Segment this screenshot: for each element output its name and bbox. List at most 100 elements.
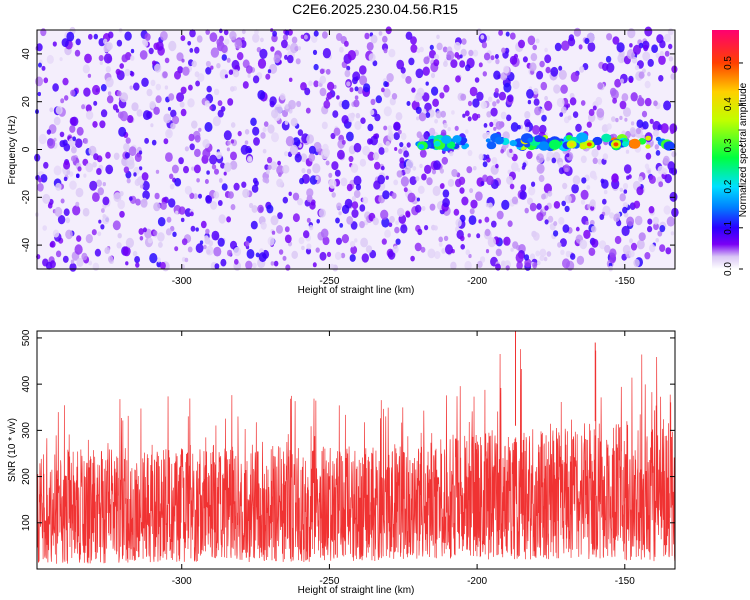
spectrogram-speckle: [433, 160, 441, 171]
spectrogram-speckle: [460, 235, 465, 242]
spectrogram-speckle: [395, 238, 401, 245]
spectrogram-speckle: [102, 196, 110, 206]
spectrogram-speckle: [668, 43, 673, 50]
spectrogram-speckle: [266, 204, 274, 214]
spectrogram-speckle: [136, 109, 143, 117]
spectrogram-speckle: [262, 127, 267, 133]
spectrogram-speckle: [306, 217, 311, 223]
spectrogram-speckle: [92, 161, 97, 168]
spectrogram-speckle: [560, 106, 567, 114]
spectrogram-speckle: [209, 32, 218, 43]
spectrogram-speckle: [168, 40, 177, 52]
spectrogram-speckle: [180, 217, 185, 223]
spectrogram-speckle: [61, 38, 69, 48]
spectrogram-speckle: [544, 54, 552, 64]
spectrogram-speckle: [126, 159, 135, 170]
x-tick-label: -200: [467, 276, 487, 287]
spectrogram-speckle: [436, 42, 443, 51]
spectrogram-speckle: [553, 230, 559, 237]
spectrogram-speckle: [189, 29, 196, 38]
spectrogram-speckle: [644, 252, 651, 260]
colorbar-tick-label: 0.3: [723, 138, 734, 152]
spectrogram-speckle: [491, 157, 498, 165]
spectrogram-speckle: [244, 140, 249, 145]
spectrogram-speckle: [361, 253, 369, 263]
spectrogram-speckle: [196, 35, 203, 43]
spectrogram-speckle: [646, 167, 652, 174]
spectrogram-speckle: [153, 202, 161, 212]
spectrogram-speckle: [45, 197, 50, 203]
spectrogram-speckle: [446, 50, 455, 61]
spectrogram-speckle: [306, 134, 314, 144]
spectrogram-speckle: [411, 87, 416, 93]
spectrogram-speckle: [220, 258, 227, 267]
spectrogram-speckle: [117, 233, 122, 239]
spectrogram-speckle: [386, 73, 394, 83]
spectrogram-speckle: [357, 86, 364, 95]
spectrogram-speckle: [453, 41, 461, 51]
spectrogram-speckle: [517, 124, 521, 130]
spectrogram-speckle: [591, 238, 599, 248]
spectrogram-speckle: [482, 161, 488, 168]
spectrogram-speckle: [606, 123, 612, 130]
spectrogram-speckle: [69, 180, 77, 190]
spectrogram-speckle: [536, 70, 544, 80]
spectrogram-speckle: [331, 192, 336, 198]
spectrogram-speckle: [267, 124, 275, 134]
spectrogram-speckle: [339, 223, 344, 228]
spectrogram-speckle: [543, 256, 548, 262]
spectrogram-speckle: [488, 202, 493, 209]
spectrogram-speckle: [630, 242, 638, 251]
spectrogram-speckle: [100, 84, 107, 92]
spectrogram-speckle: [488, 96, 493, 103]
snr-frame: [36, 330, 676, 570]
x-tick-label: -250: [319, 576, 339, 587]
signal-blob: [628, 138, 641, 149]
spectrogram-speckle: [265, 73, 271, 80]
spectrogram-speckle: [134, 178, 141, 187]
spectrogram-speckle: [461, 38, 467, 45]
spectrogram-speckle: [313, 63, 319, 71]
spectrogram-speckle: [305, 247, 312, 255]
spectrogram-speckle: [267, 156, 273, 164]
spectrogram-speckle: [354, 86, 359, 92]
spectrogram-speckle: [217, 200, 223, 206]
spectrogram-speckle: [131, 102, 139, 112]
spectrogram-speckle: [214, 168, 219, 175]
spectrogram-speckle: [498, 29, 503, 36]
spectrogram-speckle: [55, 250, 62, 258]
spectrogram-speckle: [65, 229, 73, 240]
y-tick-label: 0: [21, 146, 32, 152]
spectrogram-speckle: [226, 57, 231, 63]
spectrogram-speckle: [670, 231, 675, 236]
spectrogram-speckle: [629, 238, 633, 244]
spectrogram-speckle: [65, 217, 71, 224]
spectrogram-speckle: [442, 197, 450, 208]
spectrogram-speckle: [351, 196, 356, 202]
spectrogram-speckle: [334, 169, 341, 177]
spectrogram-speckle: [350, 163, 359, 173]
spectrogram-speckle: [108, 255, 114, 263]
spectrogram-speckle: [630, 92, 638, 102]
spectrogram-speckle: [191, 166, 195, 171]
spectrogram-speckle: [450, 59, 458, 68]
spectrogram-speckle: [327, 81, 335, 91]
spectrogram-speckle: [312, 49, 318, 56]
spectrogram-speckle: [606, 33, 613, 41]
spectrogram-speckle: [429, 203, 436, 211]
spectrogram-speckle: [648, 175, 656, 184]
spectrogram-speckle: [653, 222, 659, 231]
spectrogram-speckle: [270, 46, 275, 52]
spectrogram-speckle: [447, 178, 455, 187]
spectrogram-speckle: [383, 125, 388, 131]
spectrogram-speckle: [194, 135, 201, 143]
spectrogram-speckle: [320, 228, 329, 239]
spectrogram-speckle: [468, 253, 472, 259]
spectrogram-speckle: [183, 165, 189, 174]
spectrogram-speckle: [123, 166, 130, 174]
spectrogram-speckle: [282, 34, 289, 41]
spectrogram-speckle: [593, 175, 598, 181]
spectrogram-speckle: [573, 27, 582, 37]
spectrogram-speckle: [284, 234, 292, 244]
